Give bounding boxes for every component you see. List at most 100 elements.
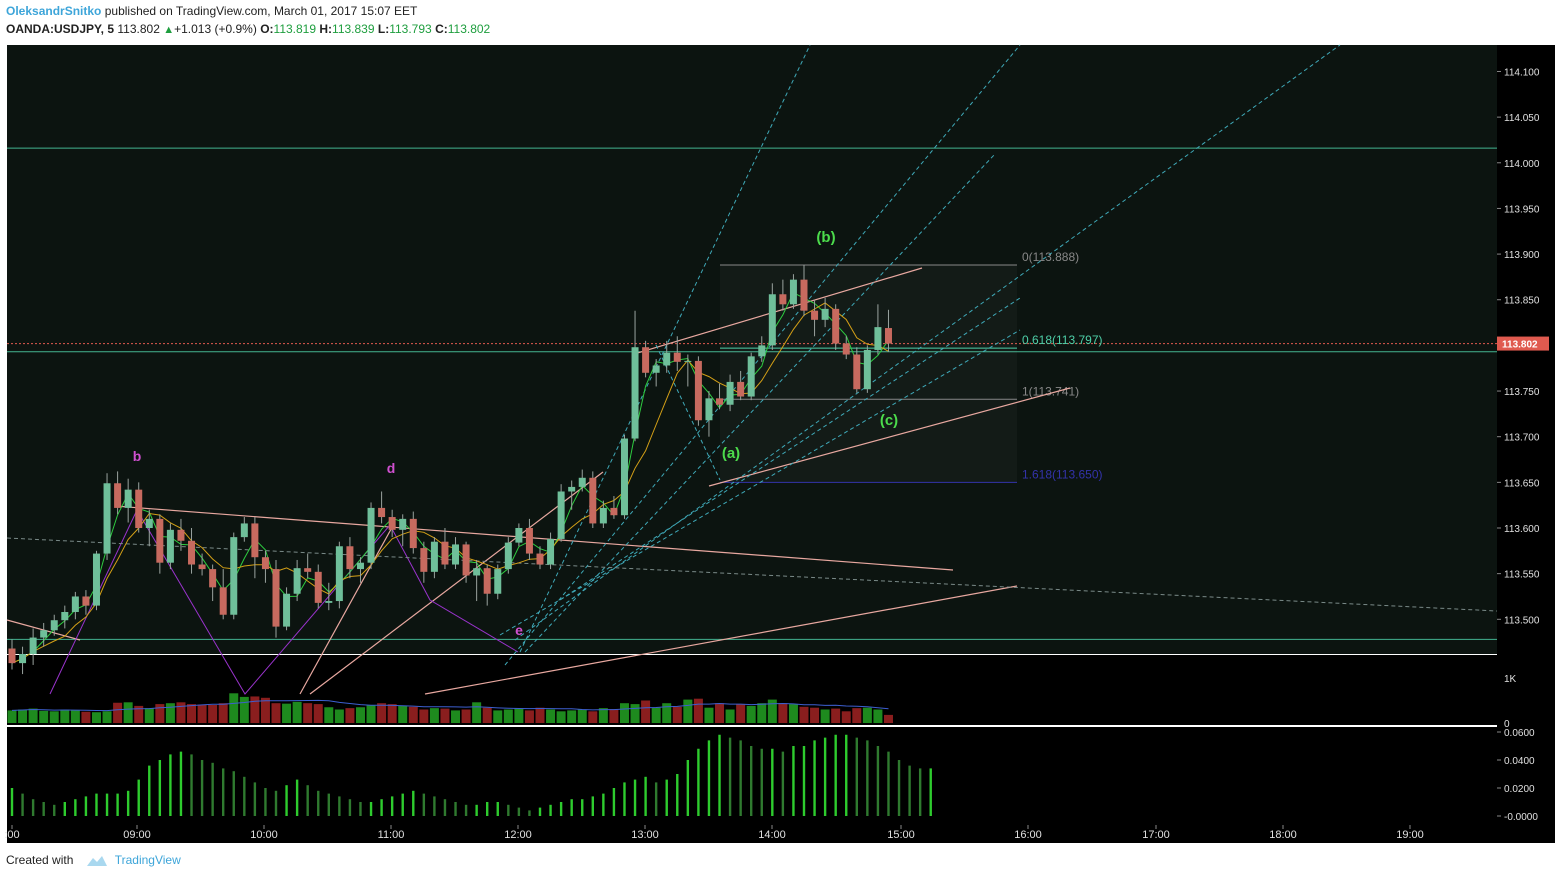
volume-bar: [81, 711, 91, 723]
volume-bar: [841, 711, 851, 723]
volume-tick-label: 1K: [1504, 674, 1517, 685]
candle-body: [631, 347, 639, 439]
volume-bar: [524, 710, 534, 723]
fib-retracement[interactable]: 0(113.888) 0.618(113.797) 1(113.741) 1.618(…: [720, 250, 1103, 483]
candle-body: [737, 381, 745, 397]
volume-bar: [60, 709, 70, 723]
wave-labels: (a) (b) (c) b d e: [133, 229, 898, 638]
price-tick-label: 113.950: [1504, 204, 1540, 215]
candle-body: [304, 568, 312, 572]
candle-body: [473, 568, 481, 576]
volume-bar: [662, 703, 672, 723]
volume-bar: [630, 704, 640, 723]
volume-bar: [303, 703, 313, 723]
time-axis: :00 09:00 10:00 11:00 12:00 13:00 14:00 15:00 16…: [4, 825, 1424, 841]
volume-bar: [408, 706, 418, 723]
time-tick-label: 12:00: [504, 829, 532, 841]
candle-body: [114, 483, 122, 508]
symbol-name[interactable]: OANDA:USDJPY, 5: [6, 22, 115, 36]
candle-body: [863, 349, 871, 390]
volume-bar: [282, 703, 292, 723]
tradingview-link[interactable]: TradingView: [114, 853, 181, 867]
time-tick-label: 14:00: [758, 829, 786, 841]
volume-bar: [546, 709, 556, 723]
volume-bar: [778, 703, 788, 723]
volume-bar: [862, 707, 872, 723]
author-link[interactable]: OleksandrSnitko: [6, 4, 102, 18]
price-tick-label: 114.050: [1504, 113, 1540, 124]
publish-header: OleksandrSnitko published on TradingView…: [6, 4, 417, 18]
low-value: 113.793: [389, 22, 432, 36]
price-scale[interactable]: [1497, 45, 1555, 825]
symbol-header: OANDA:USDJPY, 5 113.802 ▲+1.013 (+0.9%) …: [6, 22, 490, 36]
time-scale[interactable]: [7, 825, 1555, 843]
candle-body: [568, 486, 576, 492]
candle-body: [388, 517, 396, 530]
candle-body: [230, 537, 238, 615]
wave-label: (c): [880, 412, 898, 429]
chart-area[interactable]: 0(113.888) 0.618(113.797) 1(113.741) 1.618(…: [0, 40, 1555, 852]
volume-bar: [39, 710, 49, 723]
fib-level-label: 1.618(113.650): [1022, 467, 1103, 481]
candle-body: [156, 518, 164, 563]
time-tick-label: 11:00: [378, 829, 405, 841]
volume-bar: [366, 705, 376, 723]
volume-bar: [588, 711, 598, 723]
volume-bar: [799, 706, 809, 723]
volume-bar: [250, 696, 260, 723]
candle-body: [547, 538, 555, 565]
dashed-fan-line: [499, 329, 1021, 636]
high-value: 113.839: [332, 22, 375, 36]
candle-body: [367, 507, 375, 563]
candle-body: [789, 279, 797, 305]
volume-bar: [683, 699, 693, 723]
volume-bar: [746, 705, 756, 723]
candle-body: [515, 528, 523, 543]
candle-body: [261, 557, 269, 570]
volume-bar: [229, 693, 239, 723]
price-change: +1.013 (+0.9%): [174, 22, 257, 36]
candle-body: [145, 518, 153, 528]
volume-bar: [567, 710, 577, 723]
time-tick-label: 10:00: [250, 829, 278, 841]
volume-bar: [503, 709, 513, 723]
volume-bar: [641, 700, 651, 723]
volume-bar: [715, 703, 725, 723]
volume-bar: [831, 708, 841, 723]
volume-bar: [113, 702, 123, 723]
candle-body: [346, 546, 354, 570]
time-tick-label: 16:00: [1014, 829, 1042, 841]
oscillator-tick-label: -0.0000: [1504, 812, 1538, 823]
price-tick-label: 113.900: [1504, 250, 1540, 261]
volume-bar: [820, 709, 830, 723]
volume-bar: [873, 709, 883, 723]
volume-bars: 1K 0: [7, 674, 1517, 730]
volume-bar: [345, 708, 355, 723]
volume-bar: [313, 704, 323, 723]
volume-bar: [757, 703, 767, 723]
volume-tick-label: 0: [1504, 719, 1510, 730]
candle-body: [800, 279, 808, 311]
volume-bar: [398, 705, 408, 723]
candle-body: [8, 648, 16, 664]
volume-bar: [767, 699, 777, 723]
candles: [8, 265, 892, 675]
candle-body: [652, 365, 660, 373]
trend-line: [633, 267, 923, 355]
candle-body: [188, 540, 196, 565]
candle-body: [821, 308, 829, 320]
candle-body: [483, 568, 491, 594]
trend-line: [114, 505, 954, 571]
volume-bar: [123, 702, 133, 723]
volume-bar: [736, 704, 746, 723]
volume-bar: [556, 711, 566, 723]
candle-body: [673, 352, 681, 362]
fib-level-label: 1(113.741): [1022, 384, 1079, 398]
abcde-label: b: [133, 448, 142, 464]
price-tick-label: 114.000: [1504, 159, 1540, 170]
candle-body: [842, 343, 850, 355]
candle-body: [504, 542, 512, 570]
candle-body: [684, 360, 692, 362]
volume-bar: [7, 710, 17, 723]
high-label: H:: [319, 22, 333, 36]
